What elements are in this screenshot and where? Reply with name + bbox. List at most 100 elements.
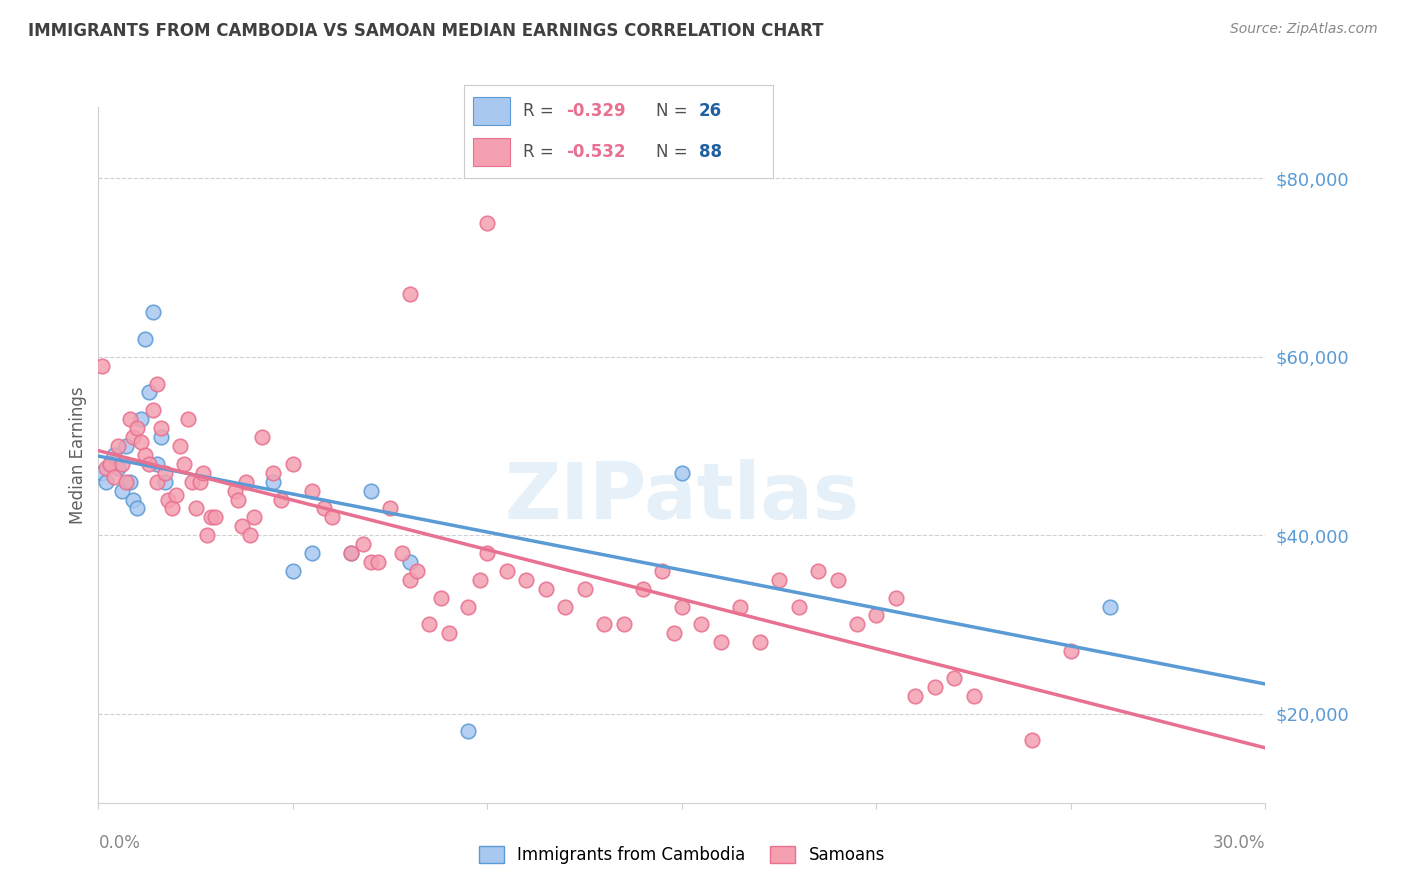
Text: -0.329: -0.329 <box>567 102 626 120</box>
Point <box>340 546 363 560</box>
Point <box>612 617 634 632</box>
Point <box>134 332 156 346</box>
Point <box>865 608 887 623</box>
Point <box>153 466 176 480</box>
Point <box>1021 733 1043 747</box>
Point <box>437 626 460 640</box>
Point <box>129 412 152 426</box>
Text: 26: 26 <box>699 102 723 120</box>
Point <box>671 599 693 614</box>
Point <box>262 475 284 489</box>
Legend: Immigrants from Cambodia, Samoans: Immigrants from Cambodia, Samoans <box>479 846 884 864</box>
Point <box>122 492 145 507</box>
Point <box>149 430 172 444</box>
Point <box>107 461 129 475</box>
Point <box>574 582 596 596</box>
Point <box>118 475 141 489</box>
Text: IMMIGRANTS FROM CAMBODIA VS SAMOAN MEDIAN EARNINGS CORRELATION CHART: IMMIGRANTS FROM CAMBODIA VS SAMOAN MEDIA… <box>28 22 824 40</box>
Point <box>91 466 114 480</box>
Point <box>204 510 226 524</box>
Point <box>884 591 907 605</box>
Point <box>114 439 136 453</box>
Point <box>1098 599 1121 614</box>
Point <box>495 564 517 578</box>
Point <box>406 564 429 578</box>
Point <box>149 421 172 435</box>
Point <box>943 671 966 685</box>
Point <box>651 564 673 578</box>
Text: Source: ZipAtlas.com: Source: ZipAtlas.com <box>1230 22 1378 37</box>
Point <box>96 475 118 489</box>
Point <box>173 457 195 471</box>
Point <box>429 591 451 605</box>
Text: R =: R = <box>523 144 558 161</box>
Point <box>554 599 576 614</box>
Point <box>378 501 402 516</box>
Point <box>188 475 211 489</box>
Bar <box>474 97 510 125</box>
Point <box>250 430 273 444</box>
Point <box>138 457 160 471</box>
Point <box>231 519 253 533</box>
Point <box>98 457 121 471</box>
Point <box>157 492 180 507</box>
Text: R =: R = <box>523 102 558 120</box>
Point <box>457 724 479 739</box>
Point <box>662 626 685 640</box>
Point <box>96 461 118 475</box>
Point <box>146 475 169 489</box>
Point <box>134 448 156 462</box>
Point <box>730 599 752 614</box>
Point <box>228 492 250 507</box>
Point <box>904 689 927 703</box>
Point <box>91 359 114 373</box>
Point <box>477 546 499 560</box>
Point <box>165 488 187 502</box>
Point <box>200 510 222 524</box>
Bar <box>474 138 510 166</box>
Point <box>807 564 830 578</box>
Point <box>690 617 713 632</box>
Point <box>111 457 134 471</box>
Point <box>224 483 246 498</box>
Point <box>177 412 200 426</box>
Point <box>107 439 129 453</box>
Point <box>534 582 557 596</box>
Point <box>184 501 207 516</box>
Text: N =: N = <box>655 102 693 120</box>
Point <box>845 617 868 632</box>
Point <box>391 546 413 560</box>
Point <box>340 546 363 560</box>
Point <box>118 412 141 426</box>
Point <box>270 492 292 507</box>
Point <box>312 501 335 516</box>
Point <box>301 546 323 560</box>
Point <box>301 483 323 498</box>
Point <box>477 216 499 230</box>
Point <box>262 466 284 480</box>
Point <box>1060 644 1083 658</box>
Point <box>153 475 176 489</box>
Point <box>114 475 136 489</box>
Point <box>127 421 149 435</box>
Point <box>710 635 733 649</box>
Point <box>142 305 165 319</box>
Point <box>593 617 616 632</box>
Point <box>398 573 420 587</box>
Point <box>398 555 420 569</box>
Point <box>103 470 125 484</box>
Text: ZIPatlas: ZIPatlas <box>505 458 859 534</box>
Point <box>243 510 266 524</box>
Point <box>122 430 145 444</box>
Point <box>768 573 790 587</box>
Point <box>748 635 770 649</box>
Point <box>146 376 169 391</box>
Text: N =: N = <box>655 144 693 161</box>
Point <box>111 483 134 498</box>
Point <box>193 466 215 480</box>
Point <box>457 599 479 614</box>
Point <box>924 680 946 694</box>
Point <box>360 483 382 498</box>
Point <box>195 528 218 542</box>
Point <box>281 457 304 471</box>
